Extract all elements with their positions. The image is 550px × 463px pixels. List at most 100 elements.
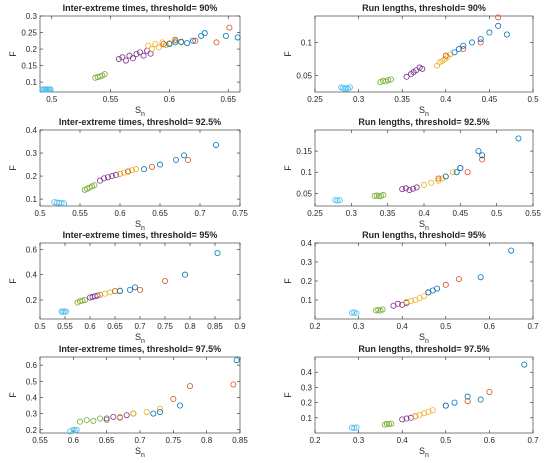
y-axis-label: F (8, 51, 18, 57)
series-red (170, 381, 237, 403)
data-point (403, 298, 410, 305)
data-point (121, 169, 128, 176)
series-green (92, 71, 108, 81)
x-tick-label: 0.55 (57, 322, 73, 331)
data-point (399, 186, 406, 193)
x-axis-label-subscript: n (425, 338, 429, 345)
data-point (90, 417, 97, 424)
x-tick-label: 0.6 (484, 436, 496, 445)
data-point (212, 141, 219, 148)
series-red (442, 14, 502, 59)
data-point (460, 42, 467, 49)
data-point (101, 71, 108, 78)
data-point (416, 411, 423, 418)
data-point (495, 22, 502, 29)
y-tick-label: 0.4 (301, 239, 313, 248)
data-point (410, 185, 417, 192)
series-green (371, 192, 387, 200)
x-tick-label: 0.55 (72, 209, 88, 218)
data-point (152, 41, 159, 48)
x-axis-label: Sn (419, 105, 429, 118)
series-red (125, 156, 191, 175)
x-tick-label: 0.5 (46, 95, 58, 104)
x-axis-label-main: S (419, 446, 425, 456)
data-point (140, 52, 147, 59)
x-tick-label: 0.4 (440, 95, 452, 104)
data-point (479, 152, 486, 159)
data-point (451, 49, 458, 56)
plot-frame (314, 129, 534, 207)
data-point (127, 286, 134, 293)
data-point (160, 41, 167, 48)
x-tick-label: 0.65 (99, 436, 115, 445)
series-green (77, 415, 110, 425)
series-purple (399, 184, 420, 193)
data-point (434, 285, 441, 292)
series-green (74, 296, 89, 306)
series-blue (150, 357, 240, 417)
x-axis-label-subscript: n (425, 111, 429, 118)
data-point (115, 55, 122, 62)
data-point (332, 197, 339, 204)
y-tick-label: 0.1 (26, 78, 38, 87)
data-point (450, 169, 457, 176)
data-point (143, 408, 150, 415)
data-point (383, 420, 390, 427)
x-tick-label: 0.85 (207, 322, 223, 331)
data-point (123, 412, 130, 419)
chart-panel-4: Run lengths, threshold= 92.5% 0.25 0.3 0.35… (283, 117, 541, 232)
data-point (460, 46, 467, 53)
data-point (97, 415, 104, 422)
data-point (349, 309, 356, 316)
data-point (180, 152, 187, 159)
panel-title: Run lengths, threshold= 95% (362, 230, 486, 240)
y-tick-label: 0.3 (301, 383, 313, 392)
series-blue (451, 22, 510, 56)
x-axis-label: Sn (419, 332, 429, 345)
x-tick-label: 0.65 (220, 95, 236, 104)
data-point (136, 49, 143, 56)
data-point (375, 193, 382, 200)
y-tick-label: 0.4 (26, 271, 38, 280)
x-axis-label-subscript: n (141, 452, 145, 459)
chart-panel-7: Inter-extreme times, threshold= 97.5% 0.5… (8, 344, 248, 459)
data-point (503, 31, 510, 38)
data-point (117, 170, 124, 177)
x-axis-label-main: S (419, 332, 425, 342)
x-axis-label: Sn (135, 446, 145, 459)
data-point (407, 297, 414, 304)
x-tick-label: 0.65 (107, 322, 123, 331)
chart-panel-1: Inter-extreme times, threshold= 90% 0.5 0.… (8, 3, 241, 118)
y-tick-label: 0.4 (301, 368, 313, 377)
y-tick-label: 0.1 (301, 168, 313, 177)
plot-frame (39, 356, 241, 434)
data-point (420, 293, 427, 300)
x-tick-label: 0.5 (527, 95, 539, 104)
data-point (58, 200, 65, 207)
data-point (346, 84, 353, 91)
data-point (387, 76, 394, 83)
panel-title: Run lengths, threshold= 92.5% (358, 117, 489, 127)
y-tick-label: 0.3 (26, 12, 38, 21)
x-tick-label: 0.7 (194, 209, 206, 218)
plot-frame (314, 15, 534, 93)
y-axis-label: F (283, 51, 293, 57)
x-tick-label: 0.55 (103, 95, 119, 104)
data-point (345, 85, 352, 92)
data-point (130, 410, 137, 417)
data-point (464, 393, 471, 400)
data-point (186, 383, 193, 390)
panel-title: Run lengths, threshold= 90% (362, 3, 486, 13)
x-tick-label: 0.5 (34, 209, 46, 218)
series-blue (117, 250, 221, 295)
data-point (148, 163, 155, 170)
data-point (128, 167, 135, 174)
data-point (442, 402, 449, 409)
data-point (79, 297, 86, 304)
series-cyan (349, 424, 360, 431)
x-tick-label: 0.25 (307, 209, 323, 218)
data-point (184, 40, 191, 47)
y-tick-label: 0.2 (26, 296, 38, 305)
x-axis-label-main: S (419, 219, 425, 229)
